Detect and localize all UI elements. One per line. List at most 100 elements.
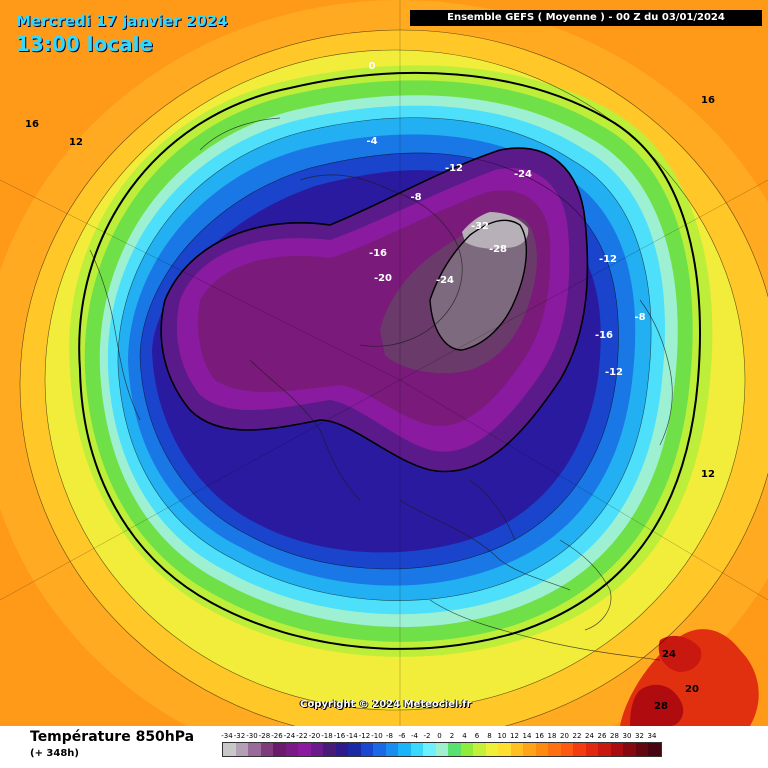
isotherm-label: 0 xyxy=(369,61,376,72)
legend-tick: 4 xyxy=(462,732,467,740)
legend-tick: 12 xyxy=(510,732,519,740)
isotherm-label: -16 xyxy=(595,330,613,341)
legend-tick: -20 xyxy=(308,732,321,740)
legend-swatch xyxy=(548,743,561,756)
isotherm-label: -4 xyxy=(366,136,377,147)
legend-tick: 16 xyxy=(535,732,544,740)
legend-tick: -18 xyxy=(321,732,333,740)
legend-tick: -2 xyxy=(423,732,431,740)
legend-tick: -10 xyxy=(371,732,383,740)
legend-tick: 14 xyxy=(522,732,532,740)
legend-swatch xyxy=(385,743,398,756)
legend-swatch xyxy=(560,743,573,756)
isotherm-label: 28 xyxy=(654,701,668,712)
isotherm-label: 16 xyxy=(701,95,715,106)
legend-tick: 26 xyxy=(597,732,607,740)
legend-swatch xyxy=(523,743,536,756)
isotherm-label: -8 xyxy=(410,192,421,203)
isotherm-label: -24 xyxy=(514,169,532,180)
isotherm-label: 12 xyxy=(69,137,83,148)
legend-swatch xyxy=(310,743,323,756)
legend-tick: -34 xyxy=(221,732,233,740)
isotherm-label: 16 xyxy=(25,119,39,130)
legend-swatch xyxy=(448,743,461,756)
legend-swatch xyxy=(460,743,473,756)
legend-tick: 18 xyxy=(547,732,557,740)
legend-tick: 2 xyxy=(449,732,455,740)
legend-swatch xyxy=(510,743,523,756)
legend-tick: 34 xyxy=(647,732,657,740)
legend-swatch xyxy=(423,743,436,756)
legend-swatch xyxy=(398,743,411,756)
color-scale-bar xyxy=(222,742,662,757)
legend-swatch xyxy=(648,743,661,756)
contour-labels: 0 -4 -8 -12 -24 -32 -28 -16 -20 -24 -12 -16 -8 -12 16 1… xyxy=(25,61,715,712)
isotherm-label: -16 xyxy=(369,248,387,259)
isotherm-label: -12 xyxy=(445,163,463,174)
isotherm-label: 12 xyxy=(701,469,715,480)
legend-tick: -32 xyxy=(233,732,246,740)
lead-time: (+ 348h) xyxy=(30,748,79,759)
legend-tick: 6 xyxy=(474,732,480,740)
legend-swatch xyxy=(373,743,386,756)
variable-title: Température 850hPa xyxy=(30,729,195,745)
legend-tick: 20 xyxy=(560,732,569,740)
legend-swatch xyxy=(598,743,611,756)
legend-swatch xyxy=(285,743,298,756)
legend-tick: 0 xyxy=(437,732,442,740)
legend-tick: -6 xyxy=(398,732,406,740)
legend-swatch xyxy=(298,743,311,756)
legend-swatch xyxy=(635,743,648,756)
legend-tick: 10 xyxy=(497,732,507,740)
copyright-notice: Copyright © 2024 Meteociel.fr xyxy=(300,699,472,710)
isotherm-label: -28 xyxy=(489,244,507,255)
isotherm-label: 24 xyxy=(662,649,676,660)
thin-isolines xyxy=(19,29,768,726)
isotherm-label: 20 xyxy=(685,684,699,695)
isotherm-contours xyxy=(78,71,701,650)
legend-tick: -28 xyxy=(258,732,271,740)
legend-swatch xyxy=(248,743,261,756)
legend-tick: -30 xyxy=(246,732,258,740)
legend-tick: -8 xyxy=(386,732,393,740)
legend-swatch xyxy=(585,743,598,756)
coastlines xyxy=(89,117,673,661)
isotherm-label: -8 xyxy=(634,312,645,323)
legend-swatch xyxy=(485,743,498,756)
legend-tick: -16 xyxy=(333,732,346,740)
isotherm-label: -12 xyxy=(599,254,617,265)
footer-panel: Température 850hPa (+ 348h) -34 -32 -30 -28… xyxy=(0,726,768,768)
legend-tick: -4 xyxy=(411,732,418,740)
model-run-info: Ensemble GEFS ( Moyenne ) - 00 Z du 03/0… xyxy=(410,10,762,26)
legend-swatch xyxy=(573,743,586,756)
legend-swatch xyxy=(435,743,448,756)
local-time: 13:00 locale xyxy=(16,32,153,56)
legend-swatch xyxy=(535,743,548,756)
legend-tick: 24 xyxy=(585,732,594,740)
legend-tick: 8 xyxy=(487,732,492,740)
legend-tick: 30 xyxy=(622,732,632,740)
legend-tick: -26 xyxy=(271,732,283,740)
legend-swatch xyxy=(610,743,623,756)
legend-tick: 28 xyxy=(610,732,619,740)
legend-tick: -22 xyxy=(296,732,308,740)
legend-tick: -24 xyxy=(283,732,296,740)
legend-tick: 22 xyxy=(572,732,582,740)
legend-swatch xyxy=(410,743,423,756)
legend-swatch xyxy=(335,743,348,756)
legend-tick: -12 xyxy=(358,732,371,740)
legend-swatch xyxy=(498,743,511,756)
graticule xyxy=(0,0,768,726)
isotherm-label: -12 xyxy=(605,367,623,378)
legend-swatch xyxy=(273,743,286,756)
legend-swatch xyxy=(473,743,486,756)
temperature-map: 0 -4 -8 -12 -24 -32 -28 -16 -20 -24 -12 -16 -8 -12 16 1… xyxy=(0,0,768,726)
legend-swatch xyxy=(235,743,248,756)
legend-tick: 32 xyxy=(635,732,644,740)
temperature-bands xyxy=(0,0,768,726)
legend-swatch xyxy=(360,743,373,756)
legend-swatch xyxy=(623,743,636,756)
isotherm-label: -32 xyxy=(471,221,489,232)
legend-swatch xyxy=(223,743,236,756)
legend-tick: -14 xyxy=(346,732,358,740)
